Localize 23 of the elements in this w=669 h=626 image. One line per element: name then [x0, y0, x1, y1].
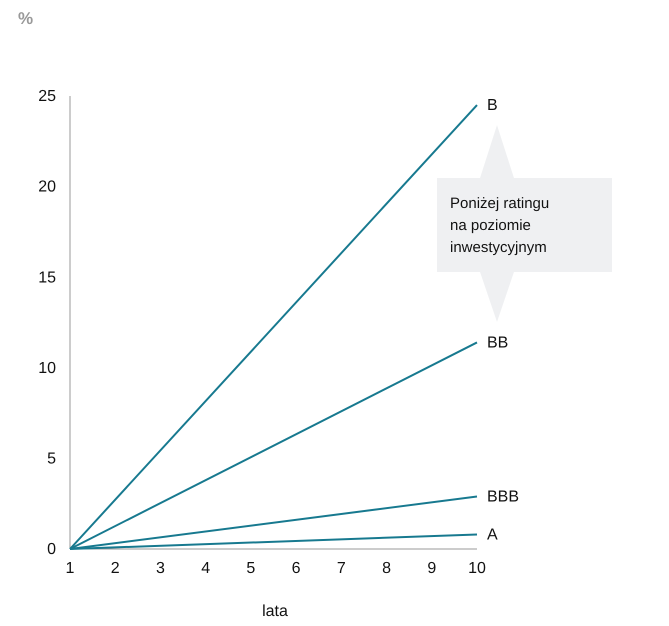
x-tick-label: 6: [292, 560, 301, 577]
x-axis-title: lata: [262, 603, 288, 620]
x-tick-label: 8: [382, 560, 392, 577]
y-tick-label: 5: [47, 450, 56, 468]
series-label: A: [487, 526, 498, 544]
x-tick-label: 3: [156, 560, 165, 577]
series-label: BBB: [487, 488, 520, 506]
x-tick-label: 2: [110, 560, 120, 577]
y-tick-label: 15: [38, 269, 56, 286]
y-tick-label: 0: [47, 541, 56, 558]
series-label: B: [487, 97, 498, 114]
annotation: Poniżej ratingu na poziomie inwestycyjnym: [450, 195, 550, 256]
x-tick-label: 7: [336, 560, 346, 577]
y-axis-title: %: [18, 9, 34, 28]
x-tick-label: 9: [427, 560, 436, 577]
x-tick-label: 4: [201, 560, 210, 577]
x-tick-label: 10: [468, 560, 486, 577]
x-tick-label: 1: [66, 560, 75, 577]
y-tick-label: 10: [38, 360, 56, 377]
series-label: BB: [487, 334, 508, 352]
x-tick-label: 5: [246, 560, 256, 577]
y-tick-label: 25: [38, 88, 56, 106]
y-tick-label: 20: [38, 178, 56, 196]
